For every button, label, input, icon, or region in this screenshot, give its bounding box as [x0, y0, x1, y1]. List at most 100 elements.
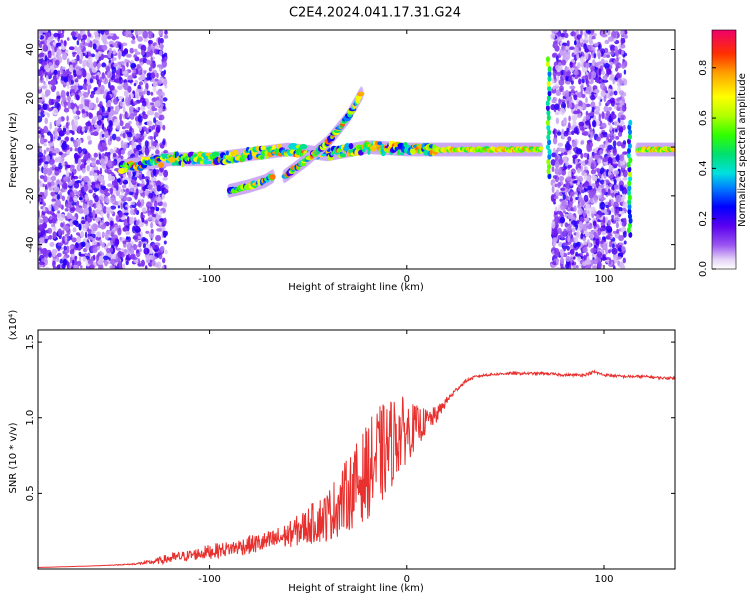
noise-band-1-cell [582, 66, 588, 73]
noise-band-0-cell [73, 140, 79, 148]
noise-band-0-cell [50, 79, 57, 86]
noise-band-0-cell [102, 38, 107, 44]
noise-band-1-cell [557, 147, 563, 152]
noise-band-1-cell [597, 186, 601, 193]
noise-band-0-cell [54, 157, 59, 163]
noise-band-1-cell [602, 79, 609, 83]
noise-band-0-cell [110, 231, 115, 238]
noise-band-1-cell [622, 257, 626, 264]
noise-band-1-cell [615, 136, 620, 140]
noise-band-1-cell [566, 225, 572, 232]
noise-band-0-cell [95, 236, 102, 241]
noise-band-0-cell [81, 167, 86, 174]
noise-band-1-cell [587, 224, 593, 230]
noise-band-0-cell [119, 68, 123, 76]
noise-band-0-cell [56, 42, 62, 47]
noise-band-1-cell [575, 175, 578, 180]
noise-band-0-cell [138, 241, 142, 248]
noise-band-1-cell [559, 107, 566, 116]
noise-band-0-cell [43, 64, 50, 71]
noise-band-1-cell [594, 168, 601, 172]
noise-band-0-cell [46, 147, 50, 152]
noise-band-0-cell [101, 44, 108, 51]
noise-band-0-cell [87, 236, 94, 240]
noise-band-1-cell [567, 49, 571, 53]
noise-band-1-cell [574, 40, 577, 46]
noise-band-0-cell [82, 62, 86, 69]
noise-band-0-cell [55, 59, 60, 66]
noise-band-0-cell [146, 170, 151, 177]
noise-band-1-cell [616, 72, 620, 79]
noise-band-0-cell [140, 259, 145, 267]
noise-band-0-cell [100, 224, 106, 230]
noise-band-1-cell [587, 175, 591, 184]
noise-band-0-cell [86, 37, 91, 44]
noise-band-1-cell [563, 151, 568, 156]
noise-band-1-cell [619, 184, 624, 192]
noise-band-0-cell [105, 234, 109, 240]
noise-band-1-cell [604, 62, 610, 69]
noise-band-1-cell [573, 94, 578, 101]
noise-band-1-cell [615, 207, 620, 214]
noise-band-0-cell [97, 114, 103, 120]
noise-band-0-cell [119, 120, 124, 127]
noise-band-1-cell [591, 183, 597, 188]
noise-band-0-cell [139, 174, 142, 181]
noise-band-1-cell [602, 241, 607, 250]
noise-band-0-cell [54, 46, 57, 53]
ridge-0-cell [225, 150, 229, 156]
noise-band-0-cell [143, 79, 147, 85]
noise-band-0-cell [87, 30, 90, 37]
noise-band-0-cell [118, 44, 122, 50]
noise-band-0-cell [38, 77, 41, 84]
noise-band-0-cell [95, 74, 99, 81]
noise-band-1-cell [576, 241, 581, 247]
noise-band-1-cell [567, 122, 571, 129]
noise-band-0-cell [45, 74, 49, 82]
noise-band-0-cell [49, 158, 55, 165]
noise-band-0-cell [112, 42, 117, 47]
noise-band-0-cell [53, 32, 59, 38]
noise-band-0-cell [52, 226, 57, 231]
noise-band-0-cell [87, 152, 91, 159]
noise-band-1-cell [615, 67, 619, 72]
noise-band-0-cell [151, 213, 157, 218]
noise-band-1-cell [567, 131, 572, 136]
noise-band-1-cell [601, 122, 607, 129]
noise-band-1-cell [601, 111, 605, 120]
noise-band-1-cell [572, 180, 578, 184]
noise-band-1-cell [557, 62, 562, 66]
noise-band-0-cell [109, 265, 116, 269]
noise-band-0-cell [148, 67, 152, 72]
noise-band-1-cell [569, 248, 575, 255]
noise-band-0-cell [131, 139, 134, 147]
noise-band-0-cell [139, 183, 145, 187]
noise-band-0-cell [41, 85, 47, 89]
noise-band-0-cell [112, 57, 117, 61]
noise-band-0-cell [38, 237, 45, 243]
noise-band-0-cell [127, 33, 133, 38]
noise-band-0-cell [136, 139, 141, 143]
noise-band-1-cell [599, 149, 604, 155]
noise-band-0-cell [38, 261, 45, 266]
noise-band-0-cell [52, 107, 59, 116]
noise-band-0-cell [154, 262, 160, 268]
noise-band-1-cell [607, 220, 611, 226]
noise-band-0-cell [42, 103, 48, 110]
noise-band-1-cell [551, 104, 555, 108]
noise-band-0-cell [73, 195, 78, 203]
noise-band-1-cell [613, 253, 617, 258]
noise-band-0-cell [93, 152, 98, 158]
noise-band-0-cell [57, 228, 62, 237]
noise-band-0-cell [156, 184, 161, 192]
noise-band-0-cell [94, 166, 99, 171]
noise-band-0-cell [48, 234, 53, 240]
noise-band-1-cell [596, 214, 600, 220]
noise-band-1-cell [590, 169, 597, 175]
noise-band-0-cell [78, 158, 81, 166]
noise-band-0-cell [163, 240, 167, 245]
noise-band-1-cell [615, 194, 621, 203]
noise-band-1-cell [553, 148, 556, 153]
noise-band-0-cell [136, 236, 143, 239]
noise-band-1-cell [597, 194, 603, 199]
